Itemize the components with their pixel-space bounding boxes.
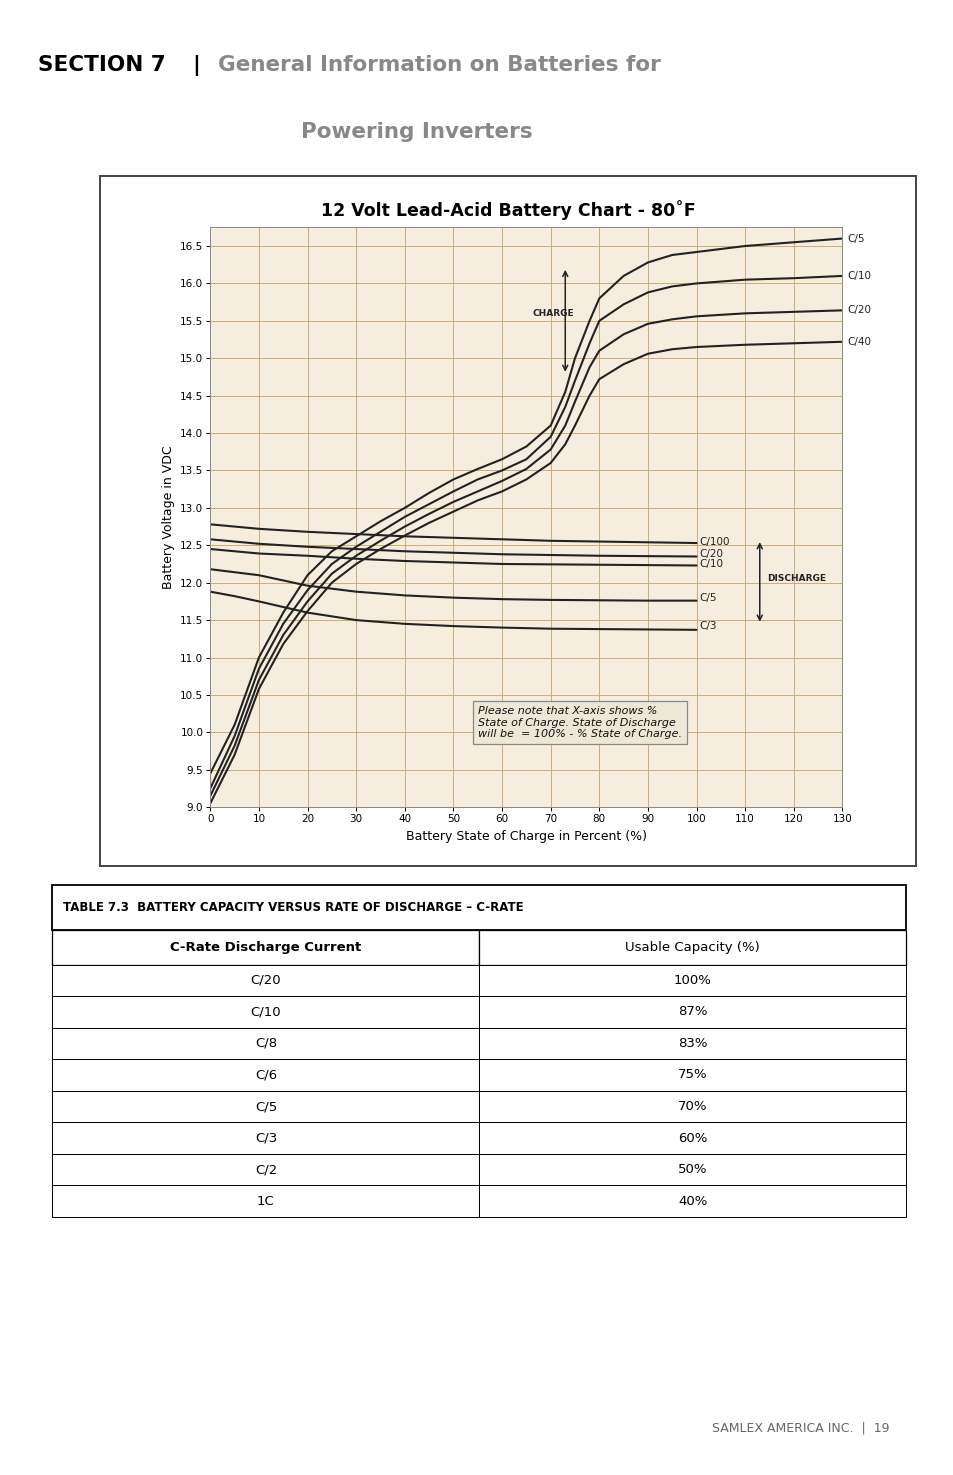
Text: SECTION 7: SECTION 7 [38, 55, 166, 75]
FancyBboxPatch shape [478, 965, 905, 996]
Text: C/20: C/20 [699, 549, 722, 559]
Text: C/20: C/20 [251, 974, 281, 987]
Text: 100%: 100% [673, 974, 711, 987]
Text: C-Rate Discharge Current: C-Rate Discharge Current [171, 941, 361, 954]
Text: Please note that X-axis shows %
State of Charge. State of Discharge
will be  = 1: Please note that X-axis shows % State of… [477, 707, 681, 739]
FancyBboxPatch shape [478, 1122, 905, 1153]
FancyBboxPatch shape [52, 996, 478, 1028]
FancyBboxPatch shape [52, 965, 478, 996]
Text: 40%: 40% [678, 1195, 707, 1208]
Text: |: | [192, 55, 199, 77]
Text: 50%: 50% [678, 1164, 707, 1176]
Text: 1C: 1C [256, 1195, 274, 1208]
FancyBboxPatch shape [478, 1059, 905, 1092]
Text: C/20: C/20 [846, 305, 870, 316]
Text: CHARGE: CHARGE [532, 308, 574, 317]
FancyBboxPatch shape [52, 885, 905, 929]
Text: C/10: C/10 [699, 559, 722, 569]
Text: 12 Volt Lead-Acid Battery Chart - 80˚F: 12 Volt Lead-Acid Battery Chart - 80˚F [320, 199, 695, 220]
Text: General Information on Batteries for: General Information on Batteries for [218, 55, 660, 75]
FancyBboxPatch shape [478, 1092, 905, 1122]
FancyBboxPatch shape [52, 1028, 478, 1059]
Text: 87%: 87% [678, 1006, 707, 1018]
Text: C/5: C/5 [254, 1100, 276, 1114]
Text: C/5: C/5 [846, 233, 863, 243]
Text: C/40: C/40 [846, 336, 870, 347]
Text: C/3: C/3 [699, 621, 716, 631]
Text: TABLE 7.3  BATTERY CAPACITY VERSUS RATE OF DISCHARGE – C-RATE: TABLE 7.3 BATTERY CAPACITY VERSUS RATE O… [63, 901, 523, 914]
Text: C/3: C/3 [254, 1131, 276, 1145]
Text: C/100: C/100 [699, 537, 729, 547]
Y-axis label: Battery Voltage in VDC: Battery Voltage in VDC [161, 445, 174, 589]
FancyBboxPatch shape [52, 1186, 478, 1217]
Text: C/2: C/2 [254, 1164, 276, 1176]
FancyBboxPatch shape [52, 1092, 478, 1122]
Text: DISCHARGE: DISCHARGE [766, 574, 825, 583]
FancyBboxPatch shape [478, 1186, 905, 1217]
FancyBboxPatch shape [52, 1059, 478, 1092]
Text: C/6: C/6 [254, 1068, 276, 1081]
Text: C/8: C/8 [254, 1037, 276, 1050]
FancyBboxPatch shape [478, 1153, 905, 1186]
Text: 83%: 83% [678, 1037, 707, 1050]
Text: C/5: C/5 [699, 593, 716, 603]
Text: C/10: C/10 [846, 271, 870, 280]
FancyBboxPatch shape [52, 1122, 478, 1153]
Text: C/10: C/10 [251, 1006, 281, 1018]
Text: Usable Capacity (%): Usable Capacity (%) [625, 941, 760, 954]
FancyBboxPatch shape [478, 929, 905, 965]
FancyBboxPatch shape [52, 929, 478, 965]
X-axis label: Battery State of Charge in Percent (%): Battery State of Charge in Percent (%) [405, 829, 646, 842]
FancyBboxPatch shape [52, 1153, 478, 1186]
Text: 75%: 75% [678, 1068, 707, 1081]
Text: Powering Inverters: Powering Inverters [301, 121, 533, 142]
Text: 70%: 70% [678, 1100, 707, 1114]
FancyBboxPatch shape [478, 1028, 905, 1059]
FancyBboxPatch shape [478, 996, 905, 1028]
Text: SAMLEX AMERICA INC.  |  19: SAMLEX AMERICA INC. | 19 [711, 1422, 888, 1434]
Text: 60%: 60% [678, 1131, 707, 1145]
